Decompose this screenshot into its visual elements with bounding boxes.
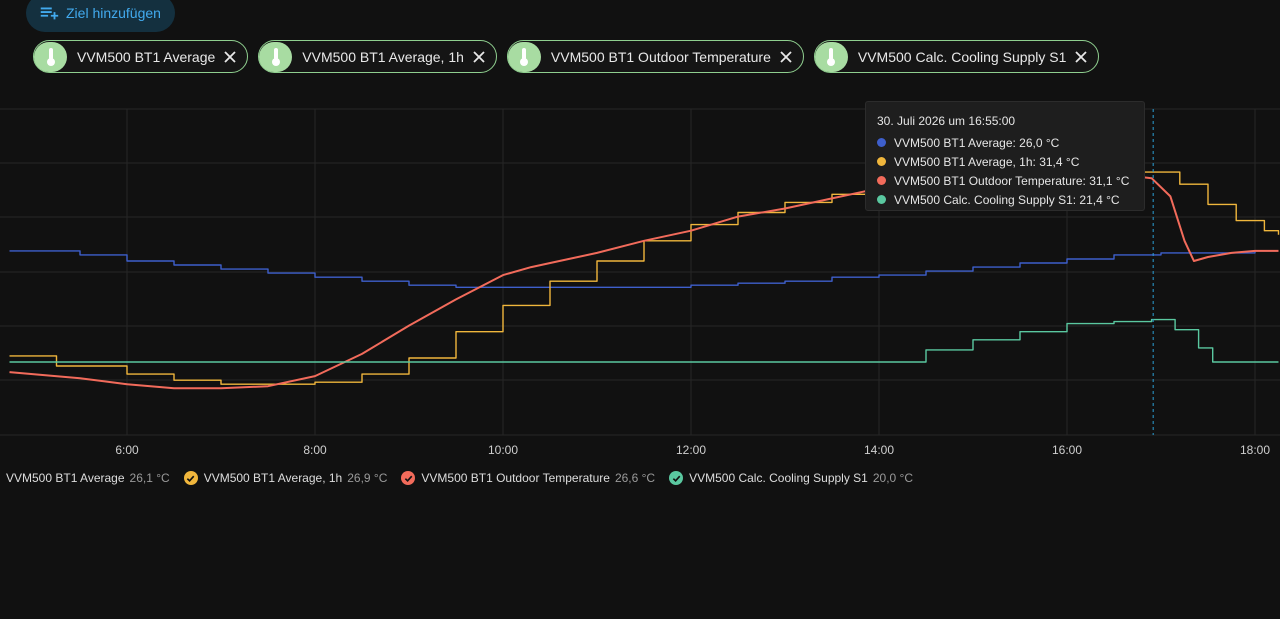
series-dot	[877, 138, 886, 147]
legend-value: 26,1 °C	[129, 471, 170, 485]
legend-value: 20,0 °C	[872, 471, 914, 485]
check-circle-icon	[401, 471, 416, 485]
chart-grid	[0, 108, 1280, 436]
close-icon[interactable]	[1074, 50, 1088, 64]
thermometer-icon	[507, 41, 541, 72]
legend-value: 26,9 °C	[347, 471, 388, 485]
close-icon[interactable]	[472, 50, 486, 64]
tooltip-row: VVM500 BT1 Average, 1h: 31,4 °C	[877, 152, 1133, 171]
close-icon[interactable]	[779, 50, 793, 64]
check-circle-icon	[669, 471, 684, 485]
tooltip-row-text: VVM500 BT1 Average, 1h: 31,4 °C	[894, 154, 1080, 169]
legend-name: VVM500 BT1 Average	[6, 471, 125, 485]
target-chips: VVM500 BT1 Average VVM500 BT1 Average, 1…	[33, 40, 1100, 73]
legend-name: VVM500 Calc. Cooling Supply S1	[689, 471, 868, 485]
series-line	[9, 318, 1279, 363]
x-tick-label: 16:00	[1052, 443, 1082, 457]
x-tick-label: 18:00	[1240, 443, 1270, 457]
close-icon[interactable]	[223, 50, 237, 64]
series-dot	[877, 195, 886, 204]
entity-chip[interactable]: VVM500 Calc. Cooling Supply S1	[813, 40, 1100, 73]
chart-series	[9, 109, 1280, 435]
legend-value: 26,6 °C	[614, 471, 656, 485]
chip-label: VVM500 BT1 Average, 1h	[302, 48, 464, 65]
chip-label: VVM500 Calc. Cooling Supply S1	[857, 48, 1067, 65]
legend-name: VVM500 BT1 Average, 1h	[203, 471, 343, 485]
history-chart[interactable]: 6:00 8:00 10:00 12:00 14:00 16:00 18:00	[0, 100, 1280, 465]
thermometer-icon	[259, 41, 293, 72]
chart-tooltip: 30. Juli 2026 um 16:55:00 VVM500 BT1 Ave…	[865, 101, 1145, 211]
legend-item[interactable]: VVM500 BT1 Outdoor Temperature 26,6 °C	[401, 471, 655, 485]
series-dot	[877, 176, 886, 185]
chart-legend: VVM500 BT1 Average 26,1 °C VVM500 BT1 Av…	[0, 471, 927, 485]
legend-item[interactable]: VVM500 BT1 Average, 1h 26,9 °C	[183, 471, 388, 485]
tooltip-row: VVM500 Calc. Cooling Supply S1: 21,4 °C	[877, 190, 1133, 209]
tooltip-title: 30. Juli 2026 um 16:55:00	[877, 114, 1016, 128]
legend-name: VVM500 BT1 Outdoor Temperature	[421, 471, 610, 485]
chip-label: VVM500 BT1 Average	[77, 48, 216, 65]
tooltip-row-text: VVM500 BT1 Outdoor Temperature: 31,1 °C	[894, 173, 1130, 188]
entity-chip[interactable]: VVM500 BT1 Outdoor Temperature	[506, 40, 804, 73]
playlist-add-icon	[38, 2, 60, 24]
series-dot	[877, 157, 886, 166]
thermometer-icon	[814, 41, 848, 72]
add-target-button[interactable]: Ziel hinzufügen	[26, 0, 175, 32]
x-tick-label: 6:00	[115, 443, 139, 457]
x-tick-label: 8:00	[303, 443, 327, 457]
tooltip-row-text: VVM500 Calc. Cooling Supply S1: 21,4 °C	[894, 192, 1120, 207]
add-target-label: Ziel hinzufügen	[66, 5, 161, 21]
x-tick-label: 14:00	[864, 443, 894, 457]
legend-item[interactable]: VVM500 Calc. Cooling Supply S1 20,0 °C	[669, 471, 913, 485]
series-line	[9, 171, 1280, 385]
entity-chip[interactable]: VVM500 BT1 Average, 1h	[258, 40, 497, 73]
x-tick-label: 10:00	[488, 443, 518, 457]
series-line	[9, 173, 1279, 390]
thermometer-icon	[34, 41, 67, 72]
x-tick-label: 12:00	[676, 443, 706, 457]
check-circle-icon	[183, 471, 198, 485]
legend-item[interactable]: VVM500 BT1 Average 26,1 °C	[6, 471, 170, 485]
tooltip-row-text: VVM500 BT1 Average: 26,0 °C	[894, 135, 1060, 150]
x-axis-ticks: 6:00 8:00 10:00 12:00 14:00 16:00 18:00	[115, 443, 1270, 457]
entity-chip[interactable]: VVM500 BT1 Average	[33, 40, 249, 73]
series-line	[9, 250, 1279, 288]
tooltip-row: VVM500 BT1 Outdoor Temperature: 31,1 °C	[877, 171, 1133, 190]
chip-label: VVM500 BT1 Outdoor Temperature	[550, 48, 771, 65]
tooltip-row: VVM500 BT1 Average: 26,0 °C	[877, 133, 1133, 152]
